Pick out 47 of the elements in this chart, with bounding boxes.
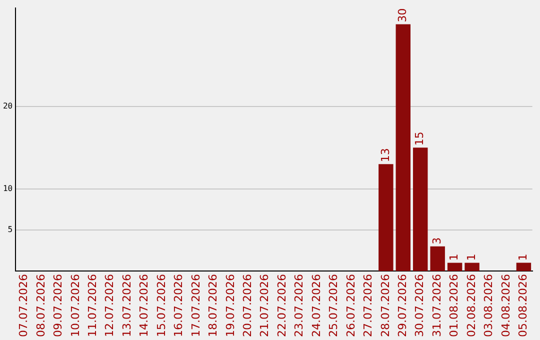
x-tick-label: 03.08.2026 xyxy=(482,274,496,338)
x-tick-label: 20.07.2026 xyxy=(241,274,254,338)
data-label: 15 xyxy=(413,132,426,146)
x-tick-label: 27.07.2026 xyxy=(362,274,375,338)
bar xyxy=(464,262,480,272)
data-label: 13 xyxy=(378,148,392,162)
x-tick-label: 30.07.2026 xyxy=(413,274,426,338)
bar xyxy=(413,148,428,272)
data-label: 1 xyxy=(448,254,461,261)
y-tick-label: 10 xyxy=(2,184,13,193)
x-tick-label: 01.08.2026 xyxy=(448,274,461,338)
x-tick-label: 13.07.2026 xyxy=(120,274,134,338)
data-label: 3 xyxy=(430,237,444,244)
x-tick-label: 22.07.2026 xyxy=(275,274,288,338)
x-tick-label: 14.07.2026 xyxy=(138,274,151,338)
bar xyxy=(516,262,532,272)
x-tick-label: 16.07.2026 xyxy=(172,274,186,338)
bar xyxy=(430,246,445,272)
x-tick-label: 05.08.2026 xyxy=(516,274,530,338)
bar xyxy=(378,164,394,272)
data-label: 1 xyxy=(516,254,530,261)
x-tick-label: 25.07.2026 xyxy=(327,274,340,338)
x-tick-label: 28.07.2026 xyxy=(378,274,392,338)
x-tick-label: 10.07.2026 xyxy=(68,274,82,338)
x-tick-label: 09.07.2026 xyxy=(52,274,65,338)
x-tick-label: 17.07.2026 xyxy=(189,274,202,338)
x-tick-label: 18.07.2026 xyxy=(206,274,220,338)
x-tick-label: 23.07.2026 xyxy=(292,274,306,338)
x-tick-label: 15.07.2026 xyxy=(154,274,168,338)
x-tick-label: 12.07.2026 xyxy=(103,274,116,338)
data-label: 30 xyxy=(396,8,409,22)
x-tick-label: 31.07.2026 xyxy=(430,274,444,338)
x-tick-label: 11.07.2026 xyxy=(86,274,99,338)
x-tick-label: 02.08.2026 xyxy=(464,274,478,338)
y-tick-label: 20 xyxy=(2,102,13,111)
x-tick-label: 04.08.2026 xyxy=(499,274,512,338)
x-tick-label: 29.07.2026 xyxy=(396,274,409,338)
x-tick-label: 07.07.2026 xyxy=(17,274,30,338)
x-tick-label: 21.07.2026 xyxy=(258,274,272,338)
x-tick-label: 19.07.2026 xyxy=(224,274,237,338)
y-tick-label: 5 xyxy=(8,224,13,234)
bar xyxy=(447,262,462,272)
x-tick-label: 24.07.2026 xyxy=(310,274,323,338)
x-tick-label: 08.07.2026 xyxy=(34,274,48,338)
data-label: 1 xyxy=(464,254,478,261)
x-tick-label: 26.07.2026 xyxy=(344,274,358,338)
bar xyxy=(396,24,411,272)
